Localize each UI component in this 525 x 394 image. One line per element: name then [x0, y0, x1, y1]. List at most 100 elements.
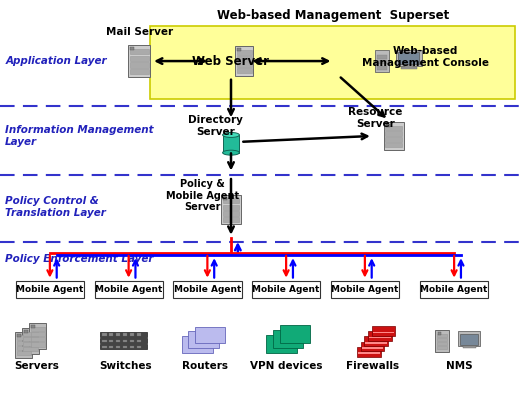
- Bar: [17, 346, 31, 350]
- Bar: [17, 334, 21, 336]
- Bar: [31, 342, 45, 347]
- Text: Mobile Agent: Mobile Agent: [174, 285, 241, 294]
- Bar: [188, 331, 219, 348]
- Bar: [15, 332, 33, 358]
- Bar: [375, 50, 388, 72]
- Text: Mobile Agent: Mobile Agent: [16, 285, 83, 294]
- Bar: [130, 346, 134, 348]
- Text: Mobile Agent: Mobile Agent: [253, 285, 320, 294]
- Bar: [116, 340, 120, 342]
- Text: Application Layer: Application Layer: [5, 56, 107, 66]
- Bar: [109, 340, 113, 342]
- Bar: [237, 48, 240, 51]
- Text: Policy Control &
Translation Layer: Policy Control & Translation Layer: [5, 196, 106, 217]
- Bar: [223, 199, 239, 203]
- Text: Mobile Agent: Mobile Agent: [95, 285, 162, 294]
- Bar: [182, 336, 213, 353]
- Text: Servers: Servers: [14, 361, 59, 372]
- Bar: [116, 346, 120, 348]
- Bar: [396, 50, 422, 66]
- Text: Resource
Server: Resource Server: [348, 108, 403, 129]
- Bar: [17, 351, 31, 355]
- Bar: [385, 143, 402, 147]
- Ellipse shape: [223, 150, 239, 155]
- Bar: [100, 332, 147, 337]
- Bar: [223, 211, 239, 216]
- FancyBboxPatch shape: [252, 281, 320, 299]
- Bar: [280, 325, 310, 343]
- Text: Web-based
Management Console: Web-based Management Console: [362, 46, 489, 68]
- FancyBboxPatch shape: [173, 281, 242, 299]
- Bar: [123, 346, 127, 348]
- Bar: [373, 332, 394, 333]
- Bar: [437, 342, 447, 345]
- Bar: [362, 347, 383, 349]
- Bar: [463, 346, 476, 348]
- Bar: [236, 62, 252, 67]
- Bar: [116, 333, 120, 336]
- Bar: [405, 65, 413, 68]
- Bar: [236, 56, 252, 61]
- Bar: [136, 340, 141, 342]
- Bar: [372, 326, 395, 336]
- Bar: [24, 331, 38, 336]
- Bar: [377, 66, 387, 70]
- Bar: [24, 330, 28, 333]
- Bar: [29, 323, 47, 349]
- Bar: [24, 337, 38, 341]
- Bar: [386, 124, 390, 127]
- Text: NMS: NMS: [446, 361, 472, 372]
- Bar: [17, 335, 31, 340]
- FancyBboxPatch shape: [331, 281, 399, 299]
- Bar: [364, 336, 388, 346]
- Bar: [136, 346, 141, 348]
- Bar: [130, 49, 149, 54]
- Bar: [460, 334, 478, 345]
- Bar: [437, 333, 447, 336]
- Bar: [130, 333, 134, 336]
- Text: Mobile Agent: Mobile Agent: [331, 285, 398, 294]
- Bar: [377, 61, 387, 64]
- Bar: [22, 328, 39, 354]
- Bar: [436, 330, 448, 351]
- Bar: [236, 50, 252, 55]
- Bar: [368, 331, 392, 341]
- Text: Routers: Routers: [182, 361, 228, 372]
- Bar: [100, 344, 147, 349]
- Bar: [385, 137, 402, 142]
- Bar: [17, 341, 31, 345]
- Bar: [130, 56, 149, 61]
- FancyBboxPatch shape: [150, 26, 514, 98]
- Bar: [221, 195, 241, 225]
- FancyBboxPatch shape: [420, 281, 488, 299]
- Bar: [223, 197, 227, 200]
- Bar: [236, 69, 252, 73]
- Bar: [31, 337, 45, 341]
- Bar: [128, 45, 150, 77]
- Ellipse shape: [223, 132, 239, 138]
- Bar: [123, 333, 127, 336]
- Bar: [369, 337, 391, 338]
- Bar: [398, 52, 419, 64]
- FancyBboxPatch shape: [94, 281, 163, 299]
- Bar: [273, 330, 303, 348]
- Bar: [235, 46, 254, 76]
- Bar: [401, 67, 417, 69]
- Text: Policy Enforcement Layer: Policy Enforcement Layer: [5, 254, 154, 264]
- Bar: [123, 340, 127, 342]
- Bar: [358, 352, 380, 354]
- Text: Information Management
Layer: Information Management Layer: [5, 125, 154, 147]
- Text: Directory
Server: Directory Server: [188, 115, 243, 137]
- Text: Mobile Agent: Mobile Agent: [421, 285, 488, 294]
- Text: Policy &
Mobile Agent
Server: Policy & Mobile Agent Server: [165, 179, 239, 212]
- Bar: [130, 62, 149, 68]
- Bar: [24, 347, 38, 351]
- Bar: [266, 335, 297, 353]
- Bar: [32, 325, 35, 328]
- Text: Web Server: Web Server: [193, 55, 269, 67]
- Bar: [102, 346, 107, 348]
- Bar: [109, 346, 113, 348]
- Text: Switches: Switches: [100, 361, 152, 372]
- Bar: [384, 122, 404, 150]
- Bar: [385, 132, 402, 136]
